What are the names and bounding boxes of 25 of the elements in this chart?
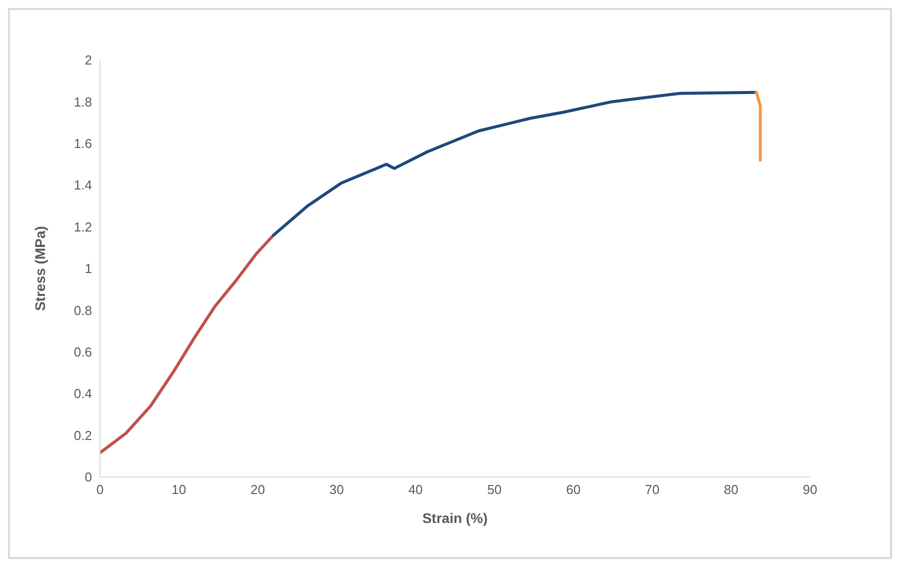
y-tick-label: 1.4 [74,178,92,193]
x-tick-label: 60 [566,482,581,498]
y-tick-label: 0.6 [74,344,92,360]
x-tick-label: 40 [408,482,423,498]
y-tick-label: 1.6 [74,136,92,152]
line-series [100,234,276,454]
y-tick-label: 1 [84,261,92,276]
line-series [272,90,758,237]
x-tick-label: 0 [96,482,104,498]
x-tick-label: 80 [724,482,738,498]
x-tick-label: 30 [329,482,344,498]
x-axis-title: Strain (%) [422,510,488,526]
y-axis-title: Stress (MPa) [32,226,48,311]
y-tick-label: 1.2 [74,219,92,234]
x-tick-label: 10 [172,482,186,498]
y-tick-label: 0.4 [74,386,92,402]
x-tick-label: 50 [487,482,502,498]
y-tick-label: 1.8 [74,94,92,110]
y-tick-label: 2 [84,52,92,68]
y-tick-label: 0.2 [74,428,92,443]
x-tick-label: 90 [802,482,818,498]
x-tick-label: 20 [250,482,266,498]
x-tick-label: 70 [644,482,660,498]
y-tick-label: 0.8 [74,302,92,318]
y-tick-label: 0 [84,470,92,485]
